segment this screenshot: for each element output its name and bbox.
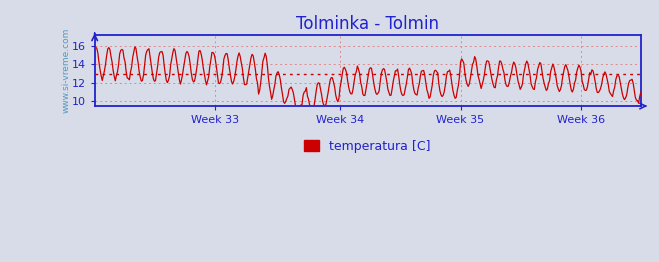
Y-axis label: www.si-vreme.com: www.si-vreme.com — [61, 28, 70, 113]
Title: Tolminka - Tolmin: Tolminka - Tolmin — [296, 15, 439, 33]
Legend: temperatura [C]: temperatura [C] — [299, 135, 436, 158]
